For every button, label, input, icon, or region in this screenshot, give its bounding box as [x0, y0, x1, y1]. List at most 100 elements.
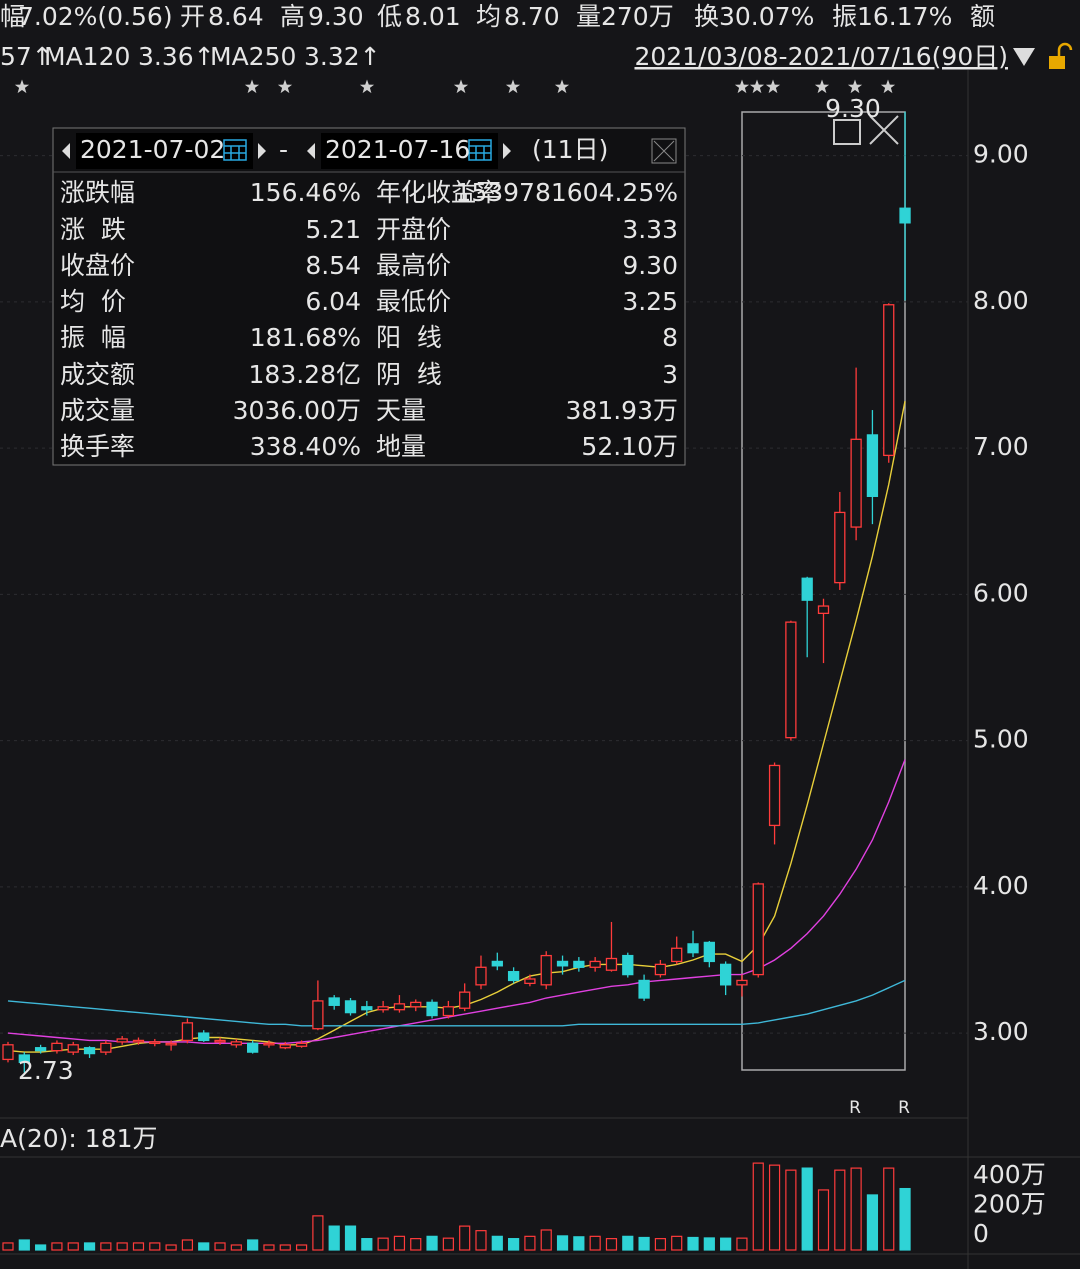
volume-bar	[67, 1242, 79, 1251]
volume-tick-label: 400万	[973, 1160, 1046, 1189]
quote-item: 换30.07%	[694, 2, 814, 31]
quote-item: 量270万	[576, 2, 674, 31]
volume-bar	[361, 1238, 373, 1251]
y-tick-label: 4.00	[973, 871, 1029, 900]
candle-body	[377, 1006, 389, 1011]
volume-bar	[214, 1242, 226, 1251]
candle-body	[230, 1041, 242, 1046]
range-stats-popup: 2021-07-02 - 2021-07-16 (11日) 涨跌幅 156.46%…	[52, 127, 686, 466]
volume-bar	[312, 1215, 324, 1251]
calendar-icons[interactable]	[223, 139, 492, 161]
volume-bar	[622, 1235, 634, 1251]
dropdown-arrow[interactable]	[1013, 48, 1035, 66]
period-box-controls[interactable]	[833, 115, 899, 145]
candle-body	[116, 1038, 128, 1043]
stat-label: 天量	[376, 396, 426, 425]
volume-bar	[752, 1162, 764, 1251]
candle-body	[768, 764, 781, 827]
volume-bar	[540, 1229, 552, 1251]
candle-body	[475, 966, 487, 986]
maximize-icon[interactable]	[833, 119, 861, 145]
date-range[interactable]: 2021/03/08-2021/07/16(90日)	[634, 42, 1008, 71]
close-box[interactable]	[651, 138, 677, 164]
volume-bar	[426, 1235, 438, 1251]
candle-body	[459, 991, 471, 1009]
candle-body	[442, 1006, 455, 1017]
candle-body	[149, 1041, 161, 1045]
stat-value: 381.93万	[566, 396, 678, 425]
volume-bar	[410, 1238, 422, 1251]
close-cross	[653, 140, 675, 162]
candle-body	[361, 1006, 373, 1011]
stat-label: 涨 跌	[60, 215, 126, 244]
candle-body	[687, 943, 699, 954]
volume-bar	[100, 1242, 112, 1251]
candle-body	[654, 963, 667, 976]
candle-body	[410, 1001, 422, 1008]
candle-body	[198, 1032, 210, 1042]
event-star	[814, 79, 830, 94]
volume-bar	[132, 1242, 145, 1251]
ma-legend-item: 57↑	[0, 42, 53, 71]
volume-bar	[801, 1167, 813, 1251]
volume-bar	[654, 1238, 667, 1251]
candle-body	[573, 960, 585, 968]
candle-body	[83, 1047, 96, 1055]
volume-bar	[736, 1237, 748, 1251]
event-star	[277, 79, 293, 94]
volume-bar	[605, 1238, 618, 1251]
candle-body	[524, 978, 536, 985]
lock-icon[interactable]	[1049, 42, 1073, 69]
event-star	[359, 79, 375, 94]
volume-bar	[18, 1239, 30, 1251]
stat-value: 9.30	[622, 251, 678, 280]
flag-label: R	[849, 1098, 861, 1118]
y-tick-label: 6.00	[973, 578, 1029, 607]
y-tick-label: 3.00	[973, 1017, 1029, 1046]
event-star	[847, 79, 863, 94]
volume-bar	[247, 1239, 259, 1251]
volume-bar	[834, 1169, 846, 1251]
ma-legend-item: 3.36↑	[138, 42, 215, 71]
candle-body	[671, 947, 683, 963]
volume-bar	[35, 1244, 47, 1251]
volume-bar	[850, 1167, 862, 1251]
stat-value: 3036.00万	[233, 396, 361, 425]
stat-value: 1539781604.25%	[455, 178, 678, 207]
candle-body	[801, 577, 813, 601]
stat-label: 最低价	[376, 287, 451, 316]
quote-item: 低	[377, 2, 402, 31]
candle-body	[393, 1003, 406, 1011]
volume-tick-label: 0	[973, 1219, 989, 1248]
close-icon[interactable]	[869, 115, 899, 145]
popup-close[interactable]	[651, 138, 677, 164]
stat-value: 52.10万	[581, 432, 678, 461]
event-star	[880, 79, 896, 94]
candle-body	[2, 1044, 14, 1061]
volume-bar	[524, 1235, 536, 1251]
volume-bar	[687, 1236, 699, 1251]
volume-bar	[393, 1235, 406, 1251]
volume-bar	[817, 1189, 830, 1251]
quote-item: 均	[476, 2, 501, 31]
candle-body	[703, 941, 715, 963]
event-star	[734, 79, 750, 94]
low-label: 2.73	[18, 1056, 74, 1085]
volume-bar	[328, 1225, 340, 1251]
candle-body	[785, 621, 797, 739]
stat-value: 183.28亿	[249, 360, 361, 389]
stat-label: 收盘价	[60, 251, 135, 280]
candle-body	[214, 1039, 226, 1043]
volume-bar	[51, 1242, 63, 1251]
candle-body	[719, 963, 732, 986]
candle-body	[51, 1042, 63, 1052]
ma-legend-item: 3.32↑	[304, 42, 381, 71]
lock-shackle	[1057, 42, 1073, 56]
volume-bar	[866, 1194, 879, 1251]
volume-bar	[2, 1242, 14, 1251]
high-label: 9.30	[825, 94, 881, 123]
stat-value: 156.46%	[250, 178, 361, 207]
stat-value: 5.21	[305, 215, 361, 244]
candle-body	[426, 1001, 438, 1017]
candle-body	[165, 1042, 177, 1046]
